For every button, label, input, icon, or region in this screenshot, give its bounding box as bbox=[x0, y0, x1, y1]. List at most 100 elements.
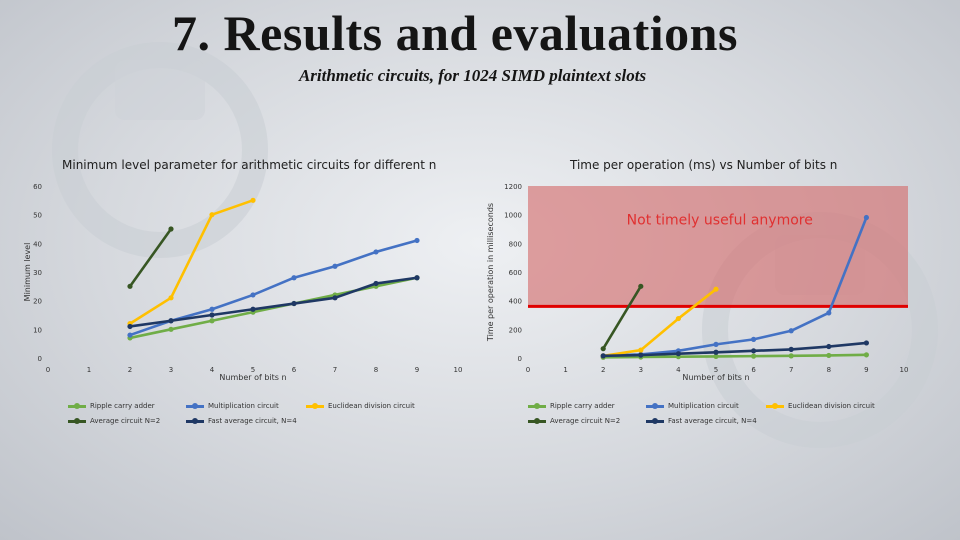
legend-item-fast-average-circuit-n-4: Fast average circuit, N=4 bbox=[646, 417, 757, 425]
series-line-average-circuit-n-2 bbox=[128, 228, 173, 288]
data-point-fast-average-circuit-n-4 bbox=[751, 348, 757, 354]
y-tick-label: 0 bbox=[518, 355, 522, 363]
x-tick-label: 6 bbox=[292, 366, 297, 374]
data-point-average-circuit-n-2 bbox=[168, 226, 174, 232]
legend-label: Average circuit N=2 bbox=[550, 417, 621, 425]
data-point-fast-average-circuit-n-4 bbox=[332, 295, 338, 301]
y-tick-label: 1000 bbox=[504, 212, 522, 220]
data-point-fast-average-circuit-n-4 bbox=[713, 349, 719, 355]
series-line-fast-average-circuit-n-4 bbox=[129, 276, 418, 328]
x-tick-label: 0 bbox=[46, 366, 50, 374]
x-tick-label: 8 bbox=[827, 366, 831, 374]
y-tick-label: 1200 bbox=[504, 183, 522, 191]
x-axis-label: Number of bits n bbox=[219, 373, 286, 382]
data-point-fast-average-circuit-n-4 bbox=[168, 318, 174, 324]
legend-item-fast-average-circuit-n-4: Fast average circuit, N=4 bbox=[186, 417, 297, 425]
chart-left-title: Minimum level parameter for arithmetic c… bbox=[62, 158, 437, 172]
data-point-ripple-carry-adder bbox=[863, 352, 869, 358]
data-point-ripple-carry-adder bbox=[788, 353, 794, 359]
series-line-euclidean-division-circuit bbox=[603, 288, 717, 358]
data-point-multiplication-circuit bbox=[250, 292, 256, 298]
data-point-multiplication-circuit bbox=[291, 275, 297, 281]
x-tick-label: 2 bbox=[128, 366, 132, 374]
data-point-fast-average-circuit-n-4 bbox=[600, 353, 606, 359]
data-point-multiplication-circuit bbox=[826, 310, 832, 316]
data-point-fast-average-circuit-n-4 bbox=[209, 312, 215, 318]
legend-label: Fast average circuit, N=4 bbox=[668, 417, 757, 425]
y-tick-label: 50 bbox=[33, 212, 42, 220]
series-line-ripple-carry-adder bbox=[603, 353, 867, 359]
x-tick-label: 4 bbox=[676, 366, 681, 374]
data-point-ripple-carry-adder bbox=[713, 353, 719, 360]
legend-item-multiplication-circuit: Multiplication circuit bbox=[186, 402, 279, 410]
y-tick-label: 10 bbox=[33, 326, 42, 334]
data-point-multiplication-circuit bbox=[788, 328, 794, 334]
data-point-euclidean-division-circuit bbox=[675, 315, 681, 322]
data-point-fast-average-circuit-n-4 bbox=[826, 343, 832, 350]
x-tick-label: 5 bbox=[251, 366, 255, 374]
legend-swatch bbox=[646, 418, 664, 424]
data-point-multiplication-circuit bbox=[414, 237, 420, 244]
x-tick-label: 3 bbox=[169, 366, 173, 374]
legend-item-ripple-carry-adder: Ripple carry adder bbox=[68, 402, 155, 410]
data-point-multiplication-circuit bbox=[332, 263, 338, 269]
legend-label: Euclidean division circuit bbox=[328, 402, 415, 410]
series-line-euclidean-division-circuit bbox=[129, 199, 254, 325]
x-tick-label: 2 bbox=[601, 366, 605, 374]
x-tick-label: 8 bbox=[374, 366, 378, 374]
data-point-fast-average-circuit-n-4 bbox=[675, 351, 681, 357]
legend-swatch bbox=[766, 403, 784, 409]
y-tick-label: 60 bbox=[33, 183, 42, 191]
legend-item-multiplication-circuit: Multiplication circuit bbox=[646, 402, 739, 410]
data-point-fast-average-circuit-n-4 bbox=[373, 280, 379, 287]
legend-item-ripple-carry-adder: Ripple carry adder bbox=[528, 402, 615, 410]
x-tick-label: 1 bbox=[87, 366, 91, 374]
legend-swatch bbox=[528, 403, 546, 409]
legend-swatch bbox=[68, 403, 86, 409]
legend-swatch bbox=[186, 418, 204, 424]
x-tick-label: 9 bbox=[864, 366, 868, 374]
legend-left: Ripple carry adder Multiplication circuit… bbox=[68, 402, 468, 432]
legend-item-average-circuit-n-2: Average circuit N=2 bbox=[528, 417, 620, 425]
legend-swatch bbox=[306, 403, 324, 409]
x-tick-label: 7 bbox=[333, 366, 337, 374]
x-tick-label: 5 bbox=[714, 366, 718, 374]
legend-swatch bbox=[68, 418, 86, 424]
legend-label: Ripple carry adder bbox=[550, 402, 615, 410]
legend-item-average-circuit-n-2: Average circuit N=2 bbox=[68, 417, 160, 425]
chart-time-per-op: 0 200 400 600 800 1000 1200 0 1 2 3 4 5 6 7 8 9 10 Number … bbox=[486, 183, 909, 382]
data-point-average-circuit-n-2 bbox=[127, 283, 133, 289]
y-tick-label: 800 bbox=[509, 240, 522, 248]
data-point-euclidean-division-circuit bbox=[168, 295, 174, 301]
not-useful-region bbox=[528, 186, 908, 307]
legend-swatch bbox=[528, 418, 546, 424]
y-axis-label: Minimum level bbox=[23, 243, 32, 302]
data-point-euclidean-division-circuit bbox=[638, 347, 644, 353]
data-point-ripple-carry-adder bbox=[826, 352, 832, 359]
legend-right: Ripple carry adder Multiplication circuit… bbox=[528, 402, 948, 432]
x-axis-label: Number of bits n bbox=[682, 373, 749, 382]
data-point-average-circuit-n-2 bbox=[600, 346, 606, 352]
data-point-multiplication-circuit bbox=[127, 332, 133, 338]
x-tick-label: 10 bbox=[454, 366, 463, 374]
y-tick-label: 0 bbox=[38, 355, 42, 363]
legend-item-euclidean-division-circuit: Euclidean division circuit bbox=[306, 402, 415, 410]
data-point-ripple-carry-adder bbox=[168, 326, 174, 332]
data-point-ripple-carry-adder bbox=[751, 353, 757, 359]
data-point-multiplication-circuit bbox=[373, 249, 379, 255]
chart-right-title: Time per operation (ms) vs Number of bit… bbox=[570, 158, 838, 172]
y-tick-label: 30 bbox=[33, 269, 42, 277]
x-tick-label: 9 bbox=[415, 366, 419, 374]
legend-label: Multiplication circuit bbox=[208, 402, 279, 410]
series-line-fast-average-circuit-n-4 bbox=[603, 341, 867, 358]
data-point-fast-average-circuit-n-4 bbox=[127, 323, 133, 330]
data-point-fast-average-circuit-n-4 bbox=[291, 300, 297, 307]
series-line-ripple-carry-adder bbox=[129, 276, 418, 340]
y-tick-label: 400 bbox=[509, 298, 522, 306]
series-line-average-circuit-n-2 bbox=[602, 285, 642, 350]
x-tick-label: 7 bbox=[789, 366, 793, 374]
legend-swatch bbox=[646, 403, 664, 409]
data-point-fast-average-circuit-n-4 bbox=[250, 306, 256, 312]
x-tick-label: 10 bbox=[900, 366, 909, 374]
data-point-multiplication-circuit bbox=[751, 336, 757, 342]
